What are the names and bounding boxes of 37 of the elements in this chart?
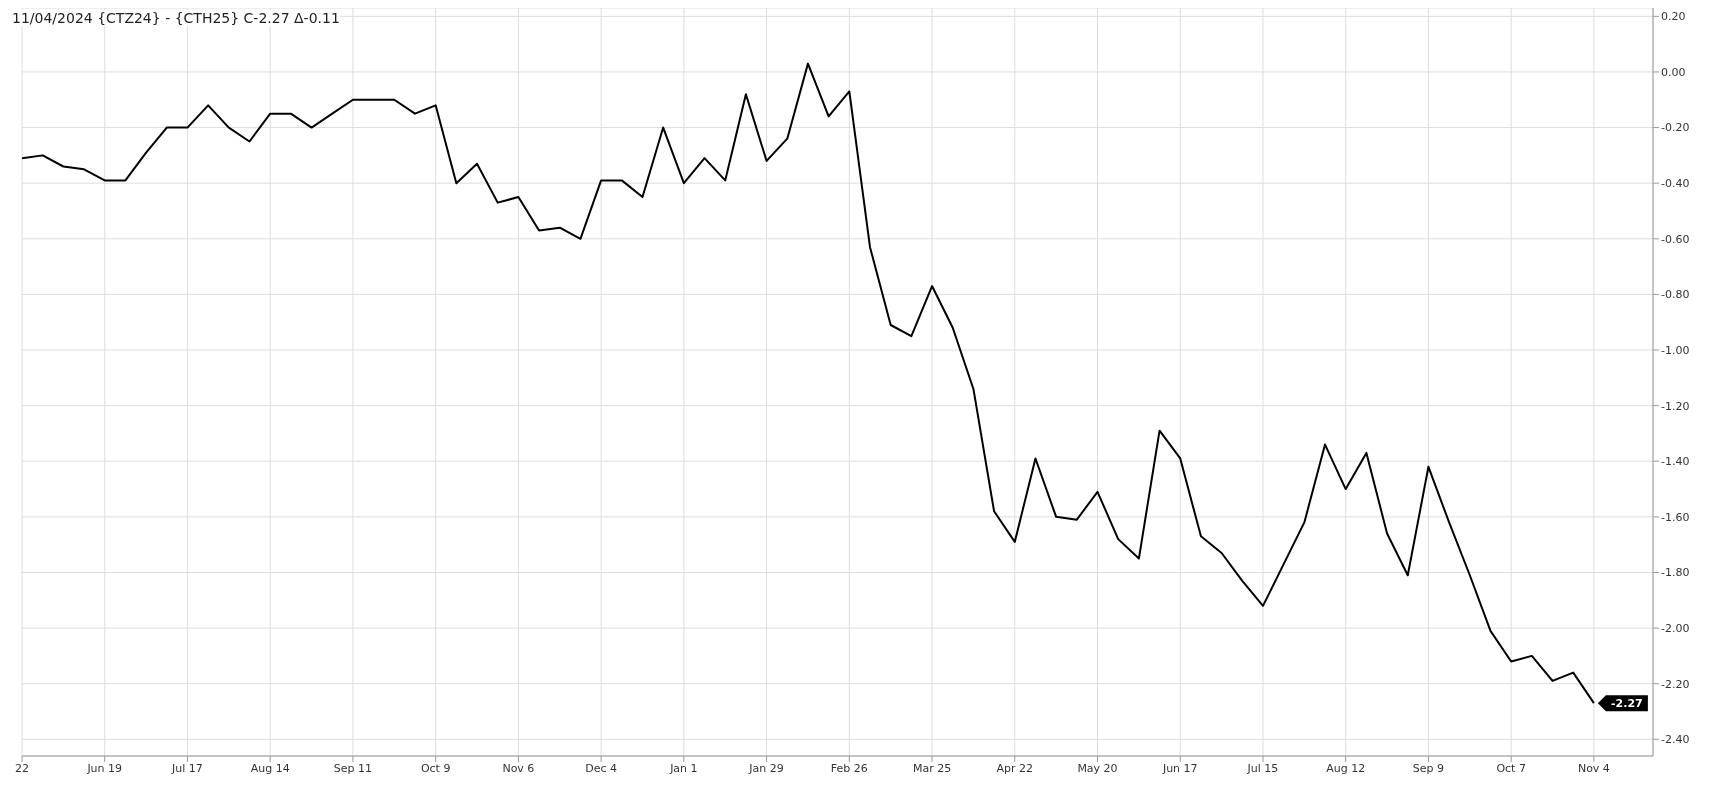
x-tick-label: Jun 19 <box>86 761 123 775</box>
x-tick-label: Sep 11 <box>333 761 373 775</box>
x-tick-label: Oct 9 <box>420 761 451 775</box>
x-tick-label: Oct 7 <box>1496 761 1526 775</box>
y-tick-label: -0.40 <box>1661 177 1690 191</box>
y-tick-label: -0.80 <box>1661 288 1690 302</box>
y-tick-label: -1.20 <box>1661 399 1690 413</box>
x-tick-label: Jan 1 <box>669 761 698 775</box>
x-tick-label: 22 <box>15 761 29 775</box>
x-tick-label: Aug 14 <box>250 761 290 775</box>
x-tick-label: Jul 15 <box>1246 761 1279 775</box>
chart-title: 11/04/2024 {CTZ24} - {CTH25} C-2.27 Δ-0.11 <box>12 10 340 26</box>
y-tick-label: -2.40 <box>1661 733 1690 747</box>
y-tick-label: -2.20 <box>1661 677 1690 691</box>
line-series <box>22 62 1595 705</box>
y-tick-label: 0.20 <box>1661 10 1686 24</box>
x-tick-label: Jun 17 <box>1161 761 1198 775</box>
y-tick-label: -1.80 <box>1661 566 1690 580</box>
x-tick-label: Aug 12 <box>1326 761 1366 775</box>
y-tick-label: -0.20 <box>1661 121 1690 135</box>
x-tick-label: Jan 29 <box>748 761 784 775</box>
annotation: -2.27 <box>1611 697 1643 711</box>
x-tick-label: Nov 4 <box>1577 761 1610 775</box>
y-tick-label: -1.60 <box>1661 510 1690 524</box>
x-tick-label: Sep 9 <box>1412 761 1445 775</box>
x-tick-label: Apr 22 <box>996 761 1034 775</box>
x-tick-label: Jul 17 <box>171 761 203 775</box>
x-tick-label: Mar 25 <box>912 761 952 775</box>
x-tick-label: Dec 4 <box>585 761 618 775</box>
x-tick-label: Nov 6 <box>502 761 535 775</box>
y-tick-label: -1.40 <box>1661 455 1690 469</box>
x-tick-label: May 20 <box>1077 761 1118 775</box>
x-tick-label: Feb 26 <box>830 761 868 775</box>
y-tick-label: 0.00 <box>1661 65 1686 79</box>
y-tick-label: -2.00 <box>1661 621 1690 635</box>
y-tick-label: -0.60 <box>1661 232 1690 246</box>
y-tick-label: -1.00 <box>1661 343 1690 357</box>
